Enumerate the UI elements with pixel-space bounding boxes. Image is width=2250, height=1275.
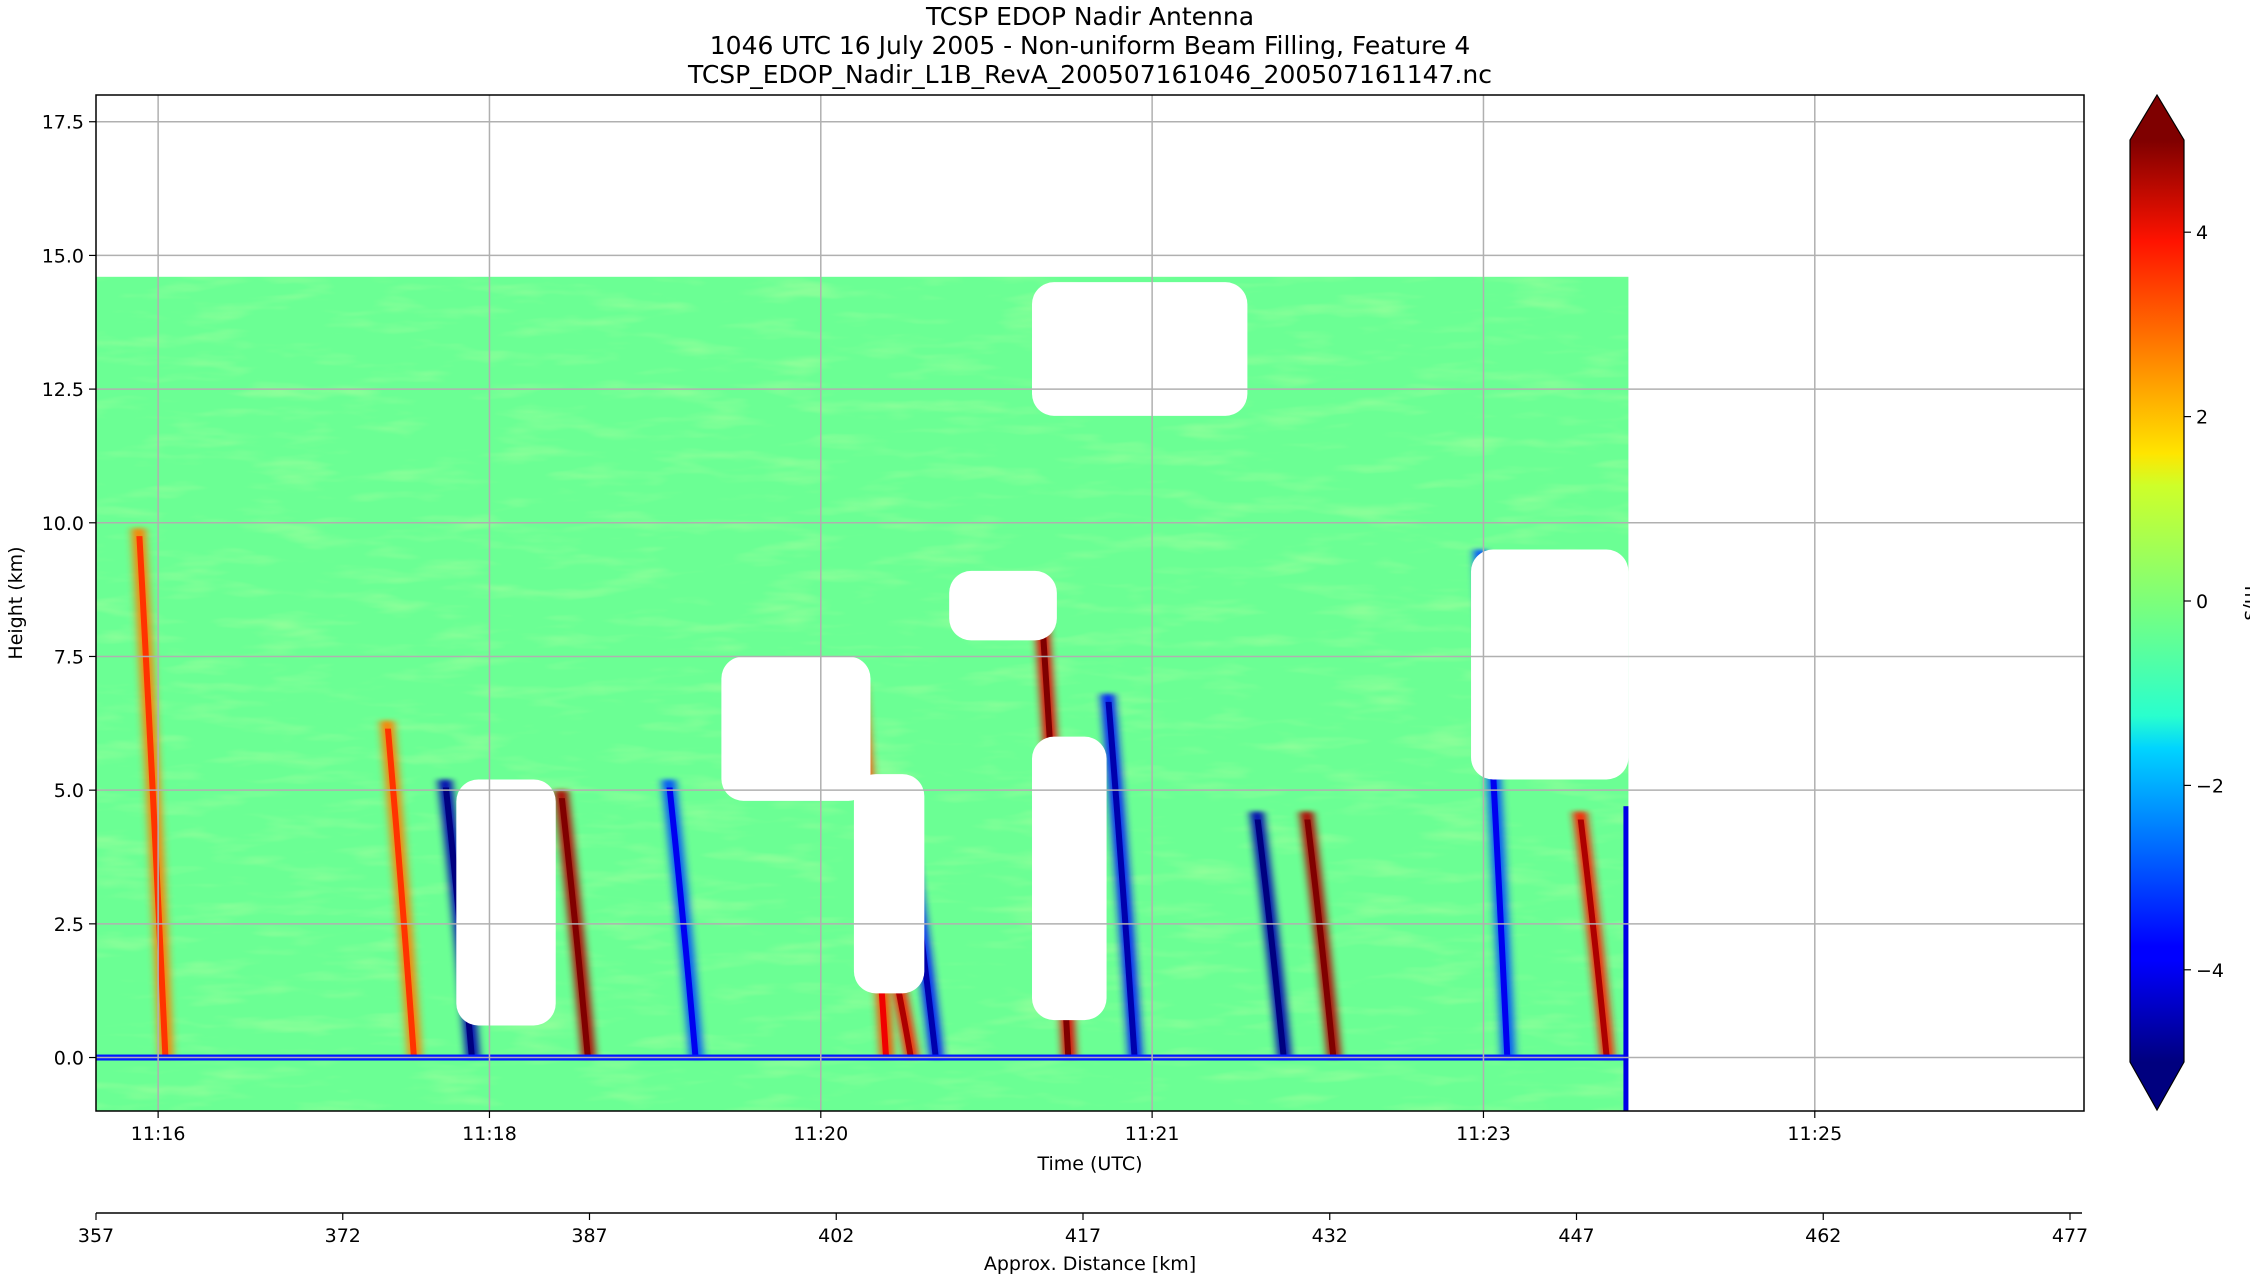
plot-area: 0.02.55.07.510.012.515.017.5 11:16 11:18 1… (5, 94, 2085, 1175)
x-axis-ticks: 11:16 11:18 11:20 11:21 11:23 11:25 (131, 1111, 1842, 1145)
colorbar-extend-min (2130, 1062, 2184, 1110)
y-axis-label: Height (km) (5, 546, 27, 659)
leg-edge-return (1623, 806, 1629, 1111)
distance-tick-label: 372 (325, 1225, 361, 1247)
y-tick-label: 5.0 (54, 780, 84, 802)
x-tick-label: 11:20 (793, 1123, 848, 1145)
y-tick-label: 15.0 (42, 245, 84, 267)
distance-tick-label: 447 (1558, 1225, 1594, 1247)
distance-axis-label: Approx. Distance [km] (984, 1253, 1196, 1275)
y-tick-label: 0.0 (54, 1048, 84, 1070)
distance-tick-label: 462 (1805, 1225, 1841, 1247)
colorbar-outline (2129, 93, 2185, 1112)
colorbar-tick-label: −4 (2196, 960, 2224, 982)
echo-free-region (721, 656, 871, 801)
chart-title-line-3: TCSP_EDOP_Nadir_L1B_RevA_200507161046_20… (688, 60, 1492, 89)
distance-tick-label: 432 (1312, 1225, 1348, 1247)
echo-free-region (1471, 549, 1629, 780)
colorbar: −4 −2 0 2 4 m/s (2129, 93, 2250, 1112)
distance-axis: 357 372 387 402 417 432 447 462 477 Approx. Dist… (78, 1212, 2088, 1275)
colorbar-tick-label: −2 (2196, 775, 2224, 797)
distance-tick-label: 387 (571, 1225, 607, 1247)
distance-tick-label: 357 (78, 1225, 114, 1247)
echo-free-region (949, 570, 1057, 641)
colorbar-tick-label: 4 (2196, 222, 2208, 244)
distance-tick-label: 402 (818, 1225, 854, 1247)
colorbar-tick-label: 0 (2196, 591, 2208, 613)
colorbar-extend-max (2130, 95, 2184, 140)
colorbar-ticks: −4 −2 0 2 4 (2184, 222, 2224, 982)
y-axis-ticks: 0.0 2.5 5.0 7.5 10.0 12.5 15.0 17.5 (42, 112, 96, 1070)
x-tick-label: 11:16 (131, 1123, 186, 1145)
doppler-velocity-field (96, 276, 1629, 1111)
x-tick-label: 11:21 (1125, 1123, 1180, 1145)
chart-title-line-1: TCSP EDOP Nadir Antenna (925, 2, 1255, 31)
distance-tick-label: 477 (2052, 1225, 2088, 1247)
y-tick-label: 12.5 (42, 379, 84, 401)
updraft-core (1304, 819, 1337, 1058)
updraft-core (384, 728, 417, 1058)
distance-tick-label: 417 (1065, 1225, 1101, 1247)
echo-free-region (1032, 282, 1248, 416)
y-tick-label: 7.5 (54, 646, 84, 668)
updraft-core (558, 798, 591, 1058)
x-tick-label: 11:23 (1456, 1123, 1511, 1145)
x-tick-label: 11:18 (462, 1123, 517, 1145)
x-axis-label: Time (UTC) (1036, 1153, 1142, 1175)
colorbar-tick-label: 2 (2196, 407, 2208, 429)
updraft-core (1577, 819, 1610, 1058)
x-tick-label: 11:25 (1787, 1123, 1842, 1145)
grid-lines (96, 95, 2084, 1111)
plot-frame (95, 94, 2085, 1112)
distance-axis-ticks: 357 372 387 402 417 432 447 462 477 (78, 1213, 2088, 1247)
echo-free-region (853, 774, 925, 994)
downdraft-core (666, 787, 699, 1058)
updraft-core (136, 536, 169, 1058)
chart-title-line-2: 1046 UTC 16 July 2005 - Non-uniform Beam… (709, 31, 1471, 60)
y-tick-label: 2.5 (54, 914, 84, 936)
echo-free-region (1032, 736, 1107, 1021)
y-tick-label: 17.5 (42, 112, 84, 134)
y-tick-label: 10.0 (42, 513, 84, 535)
colorbar-label: m/s (2240, 586, 2250, 621)
echo-free-region (456, 779, 556, 1026)
downdraft-core (1254, 819, 1287, 1058)
colorbar-gradient (2130, 140, 2184, 1062)
